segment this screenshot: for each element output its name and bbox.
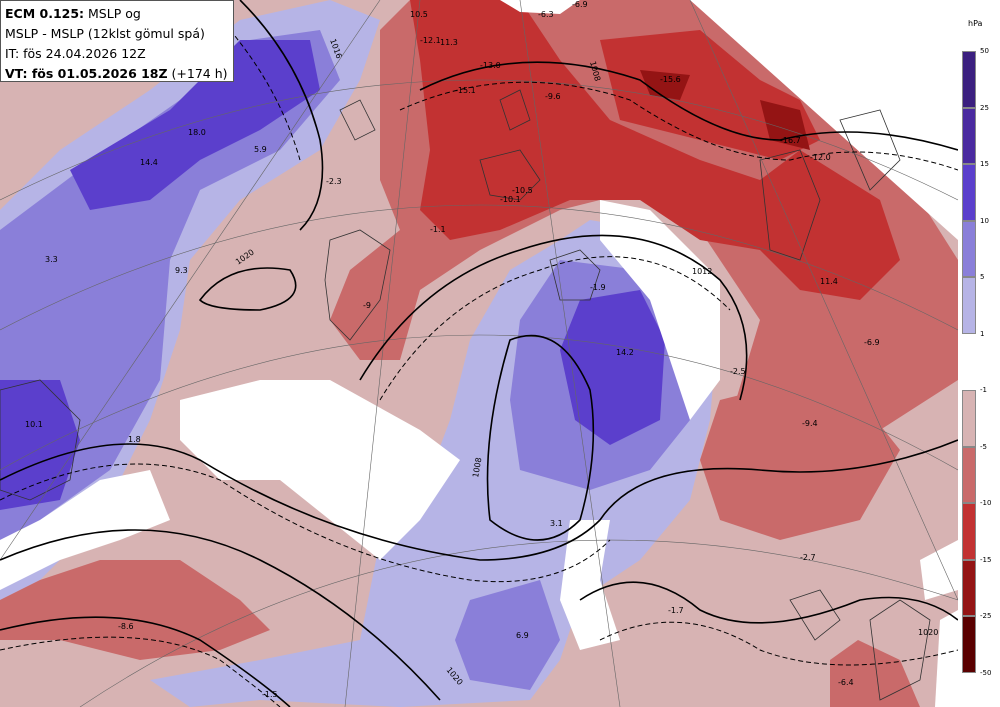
diff-label: -6.9 [864, 338, 880, 347]
colorbar-segment [962, 51, 976, 108]
diff-label: -9.4 [802, 419, 818, 428]
isobar-label: 1012 [692, 267, 712, 276]
valid-time-line: VT: fös 01.05.2026 18Z (+174 h) [5, 64, 229, 84]
colorbar-segment [962, 503, 976, 560]
diff-label: -1.7 [668, 606, 684, 615]
diff-label: -6.4 [838, 678, 854, 687]
diff-label: 3.3 [45, 255, 58, 264]
diff-label: -15.1 [455, 86, 476, 95]
diff-label: 3.1 [550, 519, 563, 528]
forecast-info-box: ECM 0.125: MSLP og MSLP - MSLP (12klst g… [0, 0, 234, 82]
colorbar-tick-label: 50 [980, 47, 989, 55]
diff-label: 9.3 [175, 266, 188, 275]
colorbar-tick-label: 25 [980, 103, 989, 112]
colorbar: hPa 50 25 15 10 5 1 -1 -5 -10 -15 -25 -50 [958, 0, 1000, 707]
graticule [0, 0, 958, 707]
colorbar-segment [962, 107, 976, 164]
colorbar-segment [962, 277, 976, 334]
diff-label: -2.7 [800, 553, 816, 562]
previous-isobars [0, 29, 958, 707]
colorbar-tick-label: -10 [980, 499, 992, 507]
diff-label: 10.5 [410, 10, 428, 19]
diff-label: 11.4 [820, 277, 838, 286]
colorbar-segment [962, 446, 976, 503]
diff-label: 18.0 [188, 128, 206, 137]
colorbar-tick-label: 1 [980, 329, 985, 338]
colorbar-tick-label: 5 [980, 273, 985, 281]
colorbar-segment [962, 390, 976, 447]
diff-label: -12.0 [810, 153, 831, 162]
title-line: ECM 0.125: MSLP og [5, 4, 229, 24]
diff-label: 11.3 [440, 38, 458, 47]
colorbar-tick-label: -25 [980, 612, 992, 620]
diff-label: 10.1 [25, 420, 43, 429]
colorbar-segment [962, 164, 976, 221]
colorbar-tick-label: -50 [980, 668, 992, 677]
difference-field [0, 0, 958, 707]
subtitle-line: MSLP - MSLP (12klst gömul spá) [5, 26, 205, 41]
diff-label: -12.1 [420, 36, 441, 45]
colorbar-tick-label: 15 [980, 160, 989, 168]
colorbar-unit: hPa [968, 19, 983, 28]
diff-label: 1.8 [128, 435, 141, 444]
model-name: ECM 0.125: [5, 6, 85, 21]
diff-label: -8.6 [118, 622, 134, 631]
diff-label: -15.6 [660, 75, 681, 84]
lead-time: (+174 h) [167, 66, 228, 81]
init-time: IT: fös 24.04.2026 12Z [5, 46, 146, 61]
isobars [0, 0, 958, 707]
diff-label: -13.0 [480, 61, 501, 70]
diff-label: -6.3 [538, 10, 554, 19]
colorbar-segment [962, 559, 976, 616]
diff-label: -9.6 [545, 92, 561, 101]
diff-label: -2.5 [730, 367, 746, 376]
diff-label: -10.1 [500, 195, 521, 204]
diff-label: -10.5 [512, 186, 533, 195]
difference-value-labels: 10.5 -12.1 11.3 -13.0 -15.1 -9.6 -15.6 -… [25, 0, 880, 699]
diff-label: -2.3 [326, 177, 342, 186]
colorbar-segment [962, 220, 976, 277]
isobar-label: 1020 [918, 628, 938, 637]
map-canvas: 10.5 -12.1 11.3 -13.0 -15.1 -9.6 -15.6 -… [0, 0, 958, 707]
colorbar-segment [962, 616, 976, 673]
diff-label: 14.4 [140, 158, 158, 167]
colorbar-tick-label: -5 [980, 442, 987, 451]
diff-label: 5.9 [254, 145, 267, 154]
diff-label: -6.9 [572, 0, 588, 9]
diff-label: -16.7 [780, 136, 801, 145]
colorbar-tick-label: -15 [980, 555, 992, 564]
diff-label: -1.9 [590, 283, 606, 292]
colorbar-tick-label: 10 [980, 216, 989, 225]
coastlines [0, 89, 931, 701]
diff-label: -9 [363, 301, 371, 310]
diff-label: -1.1 [430, 225, 446, 234]
field-name: MSLP og [84, 6, 141, 21]
forecast-map: 10.5 -12.1 11.3 -13.0 -15.1 -9.6 -15.6 -… [0, 0, 958, 707]
diff-label: 14.2 [616, 348, 634, 357]
colorbar-tick-label: -1 [980, 386, 987, 394]
isobar-label: 1008 [471, 457, 483, 479]
valid-time: VT: fös 01.05.2026 18Z [5, 66, 168, 81]
diff-label: 6.9 [516, 631, 529, 640]
diff-label: -1.5 [262, 690, 278, 699]
